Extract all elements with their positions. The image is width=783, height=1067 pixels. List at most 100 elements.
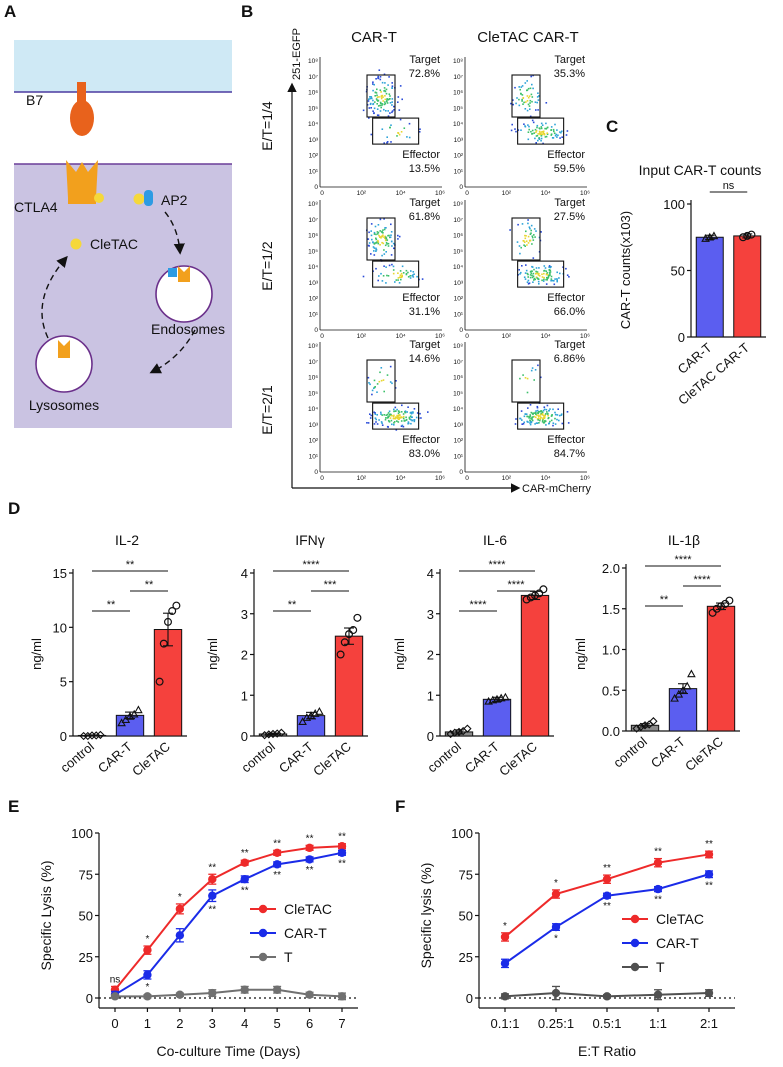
effector-event [402, 272, 405, 274]
effector-event [549, 271, 552, 273]
effector-event [370, 414, 372, 417]
y-tick-label: 10⁶ [308, 233, 318, 240]
effector-event [548, 410, 550, 412]
data-point [551, 922, 561, 932]
effector-event [537, 273, 540, 275]
target-event [362, 109, 365, 112]
effector-event [540, 134, 543, 137]
target-event [391, 245, 393, 247]
y-tick-label: 0 [459, 469, 463, 476]
target-event [545, 102, 548, 104]
significance-mark: ** [241, 848, 249, 859]
target-event [397, 238, 399, 240]
target-event [385, 88, 388, 91]
target-event [522, 374, 524, 376]
effector-event [405, 419, 408, 421]
y-tick-label: 100 [663, 197, 685, 212]
x-tick-label: 10⁴ [541, 475, 551, 482]
effector-event [374, 413, 377, 415]
y-tick-label: 10⁴ [453, 264, 463, 271]
target-event [519, 377, 521, 380]
x-tick-label: 0 [320, 333, 324, 340]
effector-event [514, 423, 517, 425]
data-point [653, 858, 663, 867]
data-point [687, 669, 696, 678]
target-event [526, 95, 529, 97]
effector-event [540, 416, 542, 419]
significance-mark: * [145, 982, 149, 993]
target-event [375, 98, 378, 100]
effector-event [535, 413, 537, 416]
target-event [377, 75, 379, 78]
target-percent: 72.8% [409, 68, 440, 80]
effector-event [540, 126, 543, 128]
effector-event [547, 414, 549, 417]
x-tick-label: 10⁶ [580, 333, 590, 340]
target-event [522, 103, 524, 105]
effector-event [409, 415, 412, 417]
target-event [381, 235, 384, 238]
effector-event [527, 124, 529, 126]
target-event [372, 246, 375, 248]
target-event [382, 379, 385, 381]
effector-event [416, 275, 418, 278]
data-point [716, 602, 725, 611]
data-point [501, 692, 510, 701]
target-event [395, 380, 397, 382]
target-event [517, 223, 519, 226]
row-title: E/T=2/1 [259, 385, 275, 435]
target-event [510, 102, 512, 105]
panel-letter-a: A [4, 2, 16, 21]
target-event [375, 78, 377, 80]
effector-event [543, 265, 546, 267]
significance-label: **** [507, 579, 525, 591]
y-tick-label: 10⁵ [308, 390, 318, 397]
target-event [384, 239, 387, 242]
target-event [389, 236, 392, 238]
target-event [374, 242, 376, 244]
y-tick-label: 0 [678, 330, 685, 345]
significance-mark: ** [705, 839, 713, 850]
target-event [380, 106, 382, 109]
effector-event [404, 410, 407, 412]
data-point [240, 985, 249, 994]
target-event [390, 231, 393, 233]
effector-gate [372, 117, 420, 145]
effector-event [395, 429, 398, 431]
effector-event [531, 119, 534, 122]
effector-event [554, 134, 557, 137]
label-ap2: AP2 [161, 192, 188, 208]
effector-event [401, 265, 404, 268]
significance-mark: ** [241, 886, 249, 897]
effector-event [538, 411, 541, 413]
target-event [383, 73, 386, 76]
effector-event [405, 416, 407, 419]
target-event [391, 240, 393, 243]
effector-event [536, 418, 539, 420]
effector-event [392, 269, 395, 271]
target-event [526, 89, 528, 92]
legend-marker [258, 952, 268, 962]
target-event [391, 110, 394, 112]
effector-event [401, 404, 403, 407]
effector-event [566, 411, 569, 413]
x-tick-label: 0.1:1 [491, 1016, 520, 1031]
effector-event [421, 278, 424, 280]
target-event [374, 91, 377, 94]
target-event [528, 95, 531, 97]
bar [668, 688, 698, 732]
effector-event [543, 272, 545, 275]
effector-event [534, 423, 536, 425]
effector-event [536, 271, 539, 273]
legend-marker [630, 914, 640, 924]
y-tick-label: 10⁵ [308, 248, 318, 255]
target-percent: 35.3% [554, 68, 585, 80]
effector-event [376, 414, 378, 416]
effector-event [536, 406, 539, 409]
target-event [377, 231, 380, 234]
arrow-endosome-to-lysosome [149, 329, 196, 374]
y-axis-label: ng/ml [392, 638, 407, 670]
target-event [376, 88, 378, 91]
effector-event [408, 416, 411, 419]
effector-event [406, 136, 408, 138]
